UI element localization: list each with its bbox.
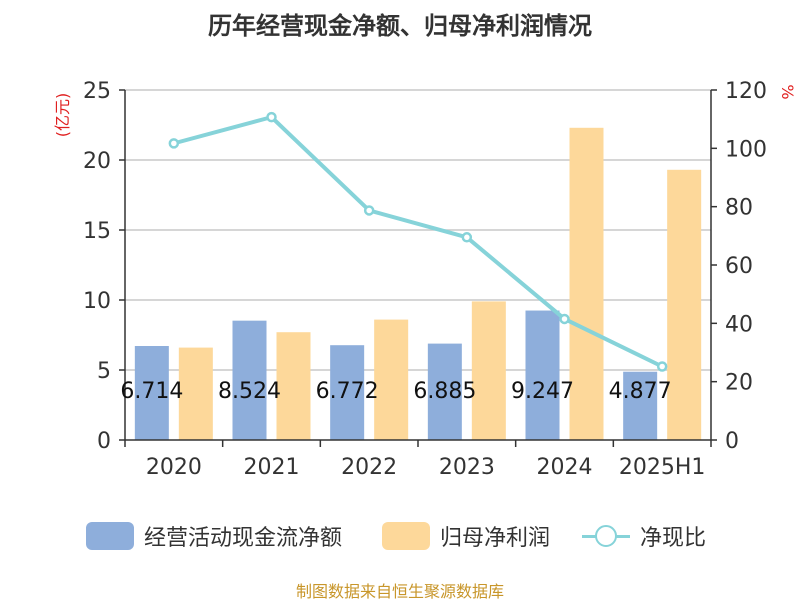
bar-cash-flow [623,371,658,440]
point-ratio [168,138,180,149]
legend-item-cash-flow[interactable]: 经营活动现金流净额 [86,520,342,552]
bar-net-profit [276,332,311,440]
bar-cash-flow [134,346,169,440]
point-ratio [266,111,277,123]
y-right-tick-label: 100 [725,137,767,162]
y-left-tick-label: 15 [83,219,111,244]
legend-label-ratio: 净现比 [640,526,707,551]
legend-item-ratio[interactable]: 净现比 [582,520,706,552]
bar-net-profit [569,127,604,441]
bar-net-profit [471,301,506,440]
grid-layer [125,89,711,371]
bar-cash-flow [330,345,365,440]
y-right-tick-label: 80 [725,196,753,221]
y-left-tick-label: 25 [83,79,111,104]
data-label-cash-flow: 6.885 [413,379,476,404]
data-label-cash-flow: 6.714 [120,379,183,404]
x-tick-label: 2022 [341,455,397,480]
legend-swatch-net-profit [382,522,430,550]
line-layer [168,111,668,372]
y-right-tick-label: 120 [725,79,767,104]
bar-cash-flow [427,343,462,440]
data-label-cash-flow: 9.247 [511,379,574,404]
point-ratio [461,232,473,243]
y-left-tick-label: 10 [83,289,111,314]
data-label-cash-flow: 8.524 [218,379,281,404]
y-right-tick-label: 20 [725,371,753,396]
bar-net-profit [374,319,409,440]
source-note: 制图数据来自恒生聚源数据库 [295,582,504,601]
y-right-tick-label: 0 [725,429,739,454]
y-right-axis-title: % [778,84,797,99]
bar-net-profit [667,169,702,441]
bar-cash-flow [525,310,560,440]
bar-net-profit [178,347,213,440]
label-layer: 6.714 8.524 6.772 6.885 9.247 4.877 [120,379,671,404]
data-label-cash-flow: 4.877 [609,379,672,404]
chart-title: 历年经营现金净额、归母净利润情况 [208,12,592,40]
data-label-cash-flow: 6.772 [316,379,379,404]
legend-label-cash-flow: 经营活动现金流净额 [144,526,343,551]
line-ratio [173,115,664,369]
axis-layer: 0 5 10 15 20 25 0 20 40 60 80 100 120 (亿元)% 2020 2021 20… [53,79,797,480]
y-right-tick-label: 60 [725,254,753,279]
bar-cash-flow [232,320,267,440]
x-tick-label: 2025H1 [619,455,706,480]
legend-item-net-profit[interactable]: 归母净利润 [382,520,550,552]
y-left-tick-label: 5 [97,359,111,384]
legend-swatch-cash-flow [86,522,134,550]
point-ratio [656,361,668,372]
y-left-tick-label: 0 [97,429,111,454]
legend: 经营活动现金流净额 归母净利润 净现比 [0,516,800,556]
legend-label-net-profit: 归母净利润 [440,526,551,551]
y-left-tick-label: 20 [83,149,111,174]
y-left-axis-title: (亿元) [53,93,72,138]
x-tick-label: 2020 [146,455,202,480]
point-ratio [363,205,375,216]
x-tick-label: 2024 [537,455,593,480]
x-tick-label: 2023 [439,455,495,480]
legend-swatch-ratio [582,522,630,550]
point-ratio [559,313,570,325]
bar-layer [134,127,702,441]
y-right-tick-label: 40 [725,312,753,337]
x-tick-label: 2021 [244,455,300,480]
